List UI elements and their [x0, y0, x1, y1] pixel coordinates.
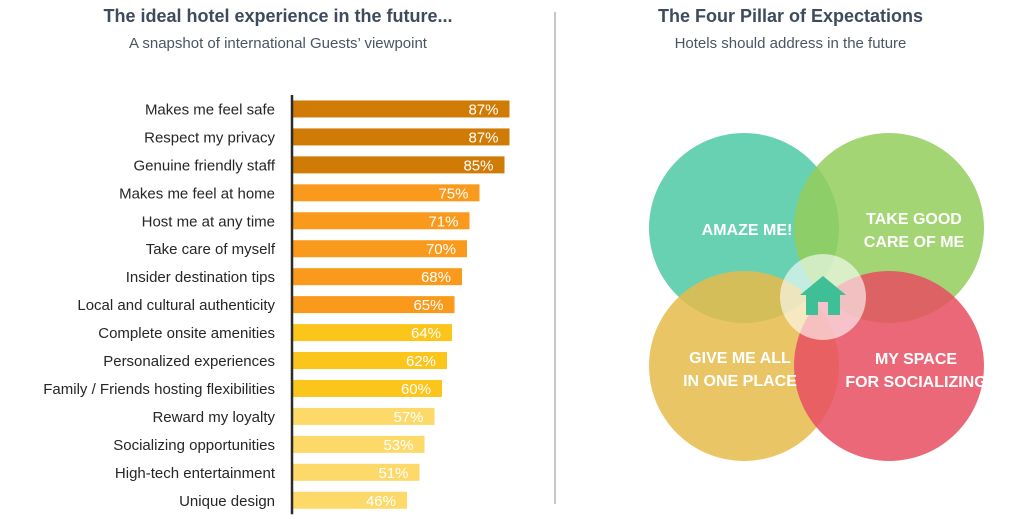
category-label: Personalized experiences	[103, 353, 275, 370]
bar-value-label: 53%	[383, 437, 413, 454]
bar	[292, 407, 435, 425]
category-label: Unique design	[179, 493, 275, 510]
category-label: Family / Friends hosting flexibilities	[43, 381, 275, 398]
bar-value-label: 71%	[428, 213, 458, 230]
bar-value-label: 51%	[378, 465, 408, 482]
panel-divider	[554, 12, 556, 504]
category-label: Host me at any time	[142, 213, 275, 230]
bar-value-label: 87%	[468, 129, 498, 146]
pillar-label: GIVE ME ALL	[689, 350, 791, 367]
bar-value-label: 87%	[468, 101, 498, 118]
bar-value-label: 75%	[438, 185, 468, 202]
bar-value-label: 64%	[411, 325, 441, 342]
bar	[292, 324, 452, 342]
bar	[292, 128, 510, 146]
left-panel: The ideal hotel experience in the future…	[43, 6, 510, 515]
bar-value-label: 65%	[413, 297, 443, 314]
pillar-label: AMAZE ME!	[702, 222, 793, 239]
category-label: Take care of myself	[146, 241, 276, 258]
pillar-label: FOR SOCIALIZING	[845, 374, 986, 391]
pillars-subtitle: Hotels should address in the future	[674, 35, 907, 52]
bar-value-label: 57%	[393, 409, 423, 426]
bar-value-label: 46%	[366, 493, 396, 510]
bar	[292, 379, 442, 397]
bar	[292, 435, 425, 453]
bar	[292, 212, 470, 230]
category-label: Reward my loyalty	[152, 409, 275, 426]
category-label: Socializing opportunities	[113, 437, 275, 454]
bar-value-label: 85%	[463, 157, 493, 174]
bar-value-label: 60%	[401, 381, 431, 398]
category-label: Makes me feel at home	[119, 185, 275, 202]
pillar-label: MY SPACE	[875, 351, 957, 368]
home-icon	[800, 276, 846, 315]
bar	[292, 156, 505, 174]
chart-subtitle: A snapshot of international Guests’ view…	[129, 35, 427, 52]
category-label: Complete onsite amenities	[98, 325, 275, 342]
category-label: Insider destination tips	[126, 269, 275, 286]
category-label: Makes me feel safe	[145, 101, 275, 118]
bar	[292, 463, 420, 481]
category-label: High-tech entertainment	[115, 465, 276, 482]
pillar-label: TAKE GOOD	[866, 211, 962, 228]
bar	[292, 296, 455, 314]
category-label: Respect my privacy	[144, 129, 275, 146]
bar-value-label: 68%	[421, 269, 451, 286]
bar	[292, 352, 447, 370]
right-panel: The Four Pillar of Expectations Hotels s…	[557, 0, 1024, 519]
bar	[292, 100, 510, 118]
category-label: Genuine friendly staff	[134, 157, 276, 174]
pillar-label: IN ONE PLACE	[683, 373, 797, 390]
bar-chart: 87% Makes me feel safe 87% Respect my priva…	[43, 95, 510, 515]
pillar-label: CARE OF ME	[864, 234, 965, 251]
pillars-diagram: AMAZE ME! TAKE GOOD CARE OF ME GIVE ME ALL I…	[649, 133, 987, 461]
chart-title: The ideal hotel experience in the future…	[103, 6, 453, 26]
bar	[292, 184, 480, 202]
category-label: Local and cultural authenticity	[77, 297, 275, 314]
bar	[292, 268, 462, 286]
bar	[292, 491, 407, 509]
pillars-title: The Four Pillar of Expectations	[657, 6, 924, 26]
bar-value-label: 62%	[406, 353, 436, 370]
bar	[292, 240, 467, 258]
bar-value-label: 70%	[426, 241, 456, 258]
